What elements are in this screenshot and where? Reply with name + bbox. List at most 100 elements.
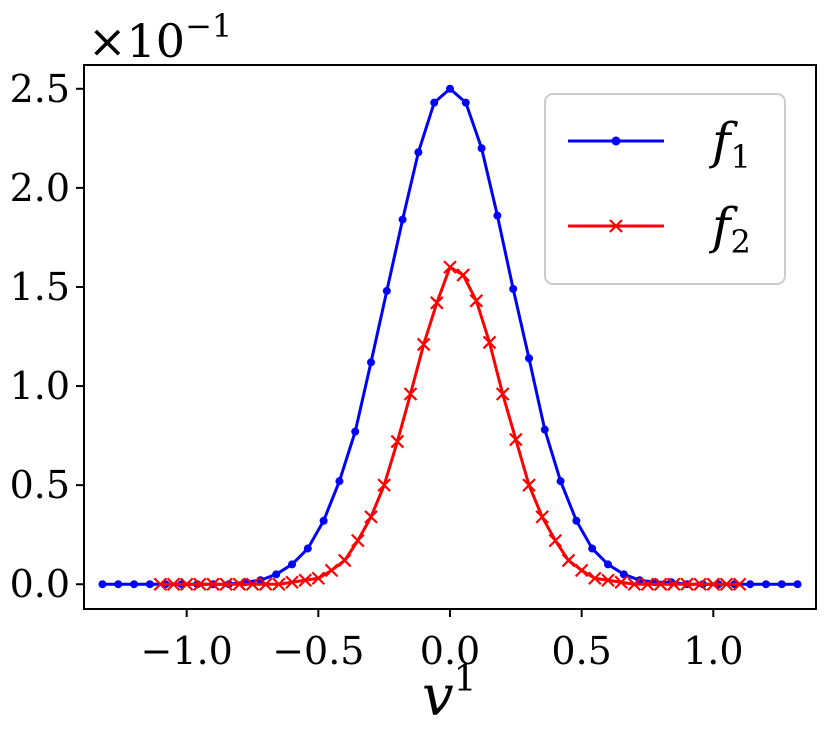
series-f1-point (130, 580, 139, 589)
series-f2-point (272, 577, 286, 592)
series-f2-point (495, 387, 510, 401)
series-f2-point (245, 577, 260, 592)
series-f1-point (509, 284, 518, 293)
series-f1-point (540, 425, 549, 434)
series-f2-point (522, 478, 536, 492)
series-layer (98, 84, 802, 592)
series-f1-point (493, 211, 502, 220)
series-f1-point (746, 580, 755, 589)
legend-f1-marker (611, 136, 621, 146)
series-f2-point (574, 563, 589, 578)
series-f2-point (193, 577, 207, 592)
y-tick-label: 1.0 (10, 364, 70, 408)
x-axis-label: v1 (422, 659, 477, 729)
series-f2-point (311, 571, 326, 586)
series-f2-point (351, 533, 365, 548)
series-f2-point (732, 577, 747, 592)
series-f2-point (430, 296, 444, 310)
series-f2-point (482, 335, 497, 350)
series-f1-point (114, 580, 123, 589)
series-f2-point (324, 563, 339, 578)
series-f2-point (469, 294, 484, 308)
x-tick-label: −0.5 (272, 629, 364, 673)
x-tick-label: 1.0 (683, 629, 743, 673)
legend-f2-marker (609, 219, 623, 233)
series-f1-point (446, 84, 454, 93)
x-axis: −1.0 −0.5 0.0 0.5 1.0 (141, 609, 744, 673)
y-axis: 0.0 0.5 1.0 1.5 2.0 2.5 (10, 67, 84, 606)
series-f2-point (219, 577, 233, 592)
y-tick-label: 1.5 (10, 265, 70, 309)
series-f1-point (319, 516, 328, 525)
series-f1-point (777, 580, 786, 589)
series-f1-point (382, 286, 391, 295)
series-f2-point (693, 577, 707, 592)
series-f1-point (272, 570, 281, 579)
series-f2-point (548, 533, 563, 548)
series-f1-point (524, 354, 533, 363)
series-f2-point (706, 577, 721, 592)
series-f2-point (719, 577, 734, 592)
series-f2-point (416, 337, 431, 352)
series-f2-point (403, 387, 418, 401)
series-f1-point (98, 580, 107, 589)
series-f2-point (232, 577, 247, 592)
x-tick-label: 0.5 (551, 629, 611, 673)
series-f1-point (603, 560, 612, 569)
y-tick-label: 0.0 (10, 562, 70, 606)
y-scale-exponent: −1 (185, 7, 232, 45)
series-f2-point (390, 434, 405, 449)
series-f2-point (614, 575, 628, 590)
series-f1-point (288, 560, 297, 569)
series-f2-point (377, 478, 391, 492)
series-f2-point (337, 553, 352, 568)
series-f1-point (572, 516, 581, 525)
series-f1-point (303, 544, 312, 553)
x-tick-label: −1.0 (141, 629, 233, 673)
series-f2-point (653, 577, 668, 592)
x-tick-label: 0.0 (420, 629, 480, 673)
series-f1-point (414, 148, 423, 157)
legend-f1-label: f1 (708, 112, 751, 176)
series-f2-point (509, 432, 523, 447)
series-f2-point (153, 577, 168, 592)
y-tick-label: 2.0 (10, 166, 70, 210)
series-f2-point (535, 510, 549, 524)
series-f2-point (601, 573, 615, 588)
series-f1-point (461, 98, 470, 107)
series-f2-point (179, 577, 194, 592)
legend: f1 f2 (544, 93, 786, 285)
series-f2-point (166, 577, 181, 592)
series-f1-point (793, 580, 802, 589)
series-f2-point (640, 577, 655, 592)
series-f2-point (456, 268, 470, 282)
series-f2-point (298, 573, 312, 588)
series-f1-point (477, 144, 486, 153)
y-tick-label: 0.5 (10, 463, 70, 507)
series-f2-point (364, 510, 378, 524)
series-f1-point (398, 215, 407, 224)
series-f1-point (556, 477, 565, 486)
series-f1-point (351, 427, 360, 436)
y-tick-label: 2.5 (10, 67, 70, 111)
series-f1-point (430, 98, 439, 107)
series-f2-point (627, 577, 642, 592)
series-f2-point (680, 577, 694, 592)
series-f2-point (206, 577, 220, 592)
series-f2-point (561, 553, 576, 568)
series-f1-point (145, 580, 154, 589)
series-f2-point (588, 571, 602, 586)
series-f2-point (443, 260, 457, 274)
y-scale-multiplier: ×10−1 (88, 7, 232, 68)
series-f2-point (667, 577, 681, 592)
series-f1-point (335, 477, 344, 486)
series-f2 (153, 260, 747, 592)
series-f1-point (761, 580, 770, 589)
series-f2-point (285, 575, 299, 590)
series-f1-point (367, 358, 376, 367)
series-f2-line (160, 265, 740, 586)
series-f2-point (258, 577, 273, 592)
series-f1-point (588, 544, 597, 553)
x-axis-label-superscript: 1 (454, 659, 477, 700)
